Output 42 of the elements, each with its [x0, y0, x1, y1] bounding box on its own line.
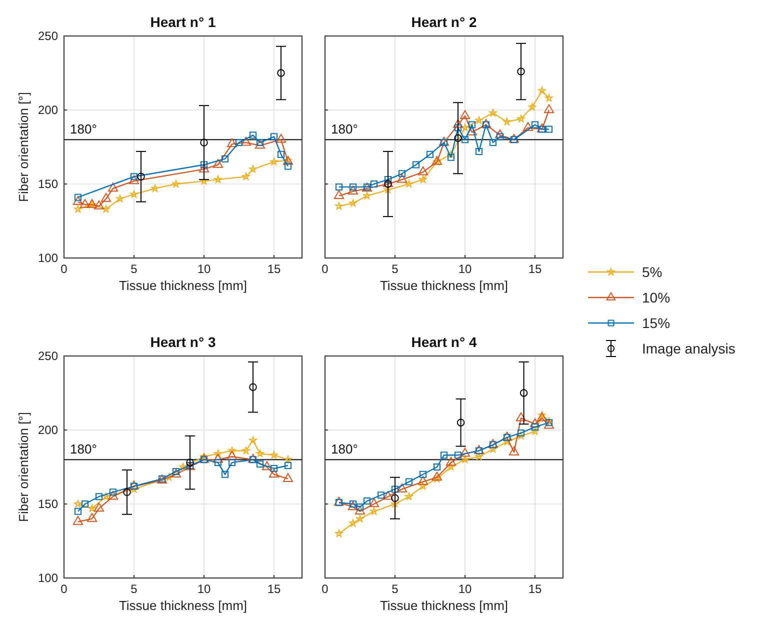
x-axis-title: Tissue thickness [mm]	[380, 598, 508, 613]
y-tick-label: 100	[38, 571, 58, 585]
legend-label: Image analysis	[642, 340, 736, 356]
y-tick-label: 150	[38, 177, 58, 191]
x-tick-label: 10	[458, 582, 472, 596]
y-tick-label: 250	[38, 349, 58, 363]
x-tick-label: 10	[197, 582, 211, 596]
chart-title: Heart n° 3	[150, 334, 216, 350]
y-tick-label: 150	[38, 497, 58, 511]
y-tick-label: 250	[38, 29, 58, 43]
chart-title: Heart n° 4	[411, 334, 477, 350]
x-tick-label: 15	[267, 582, 281, 596]
x-tick-label: 0	[60, 262, 68, 276]
x-tick-label: 10	[197, 262, 211, 276]
x-tick-label: 15	[267, 262, 281, 276]
x-axis-title: Tissue thickness [mm]	[118, 278, 248, 293]
ref-line-label: 180°	[70, 122, 97, 137]
x-axis-title: Tissue thickness [mm]	[380, 278, 508, 293]
x-tick-label: 15	[528, 262, 542, 276]
x-tick-label: 0	[322, 582, 329, 596]
y-tick-label: 200	[38, 423, 58, 437]
x-tick-label: 10	[458, 262, 472, 276]
x-tick-label: 0	[60, 582, 68, 596]
chart-title: Heart n° 1	[150, 14, 216, 30]
x-axis-title: Tissue thickness [mm]	[118, 598, 248, 613]
y-axis-title: Fiber orientation [°]	[16, 92, 31, 202]
chart-title: Heart n° 2	[411, 14, 477, 30]
y-tick-label: 100	[38, 251, 58, 265]
legend-label: 15%	[642, 315, 670, 331]
x-tick-label: 15	[528, 582, 542, 596]
x-tick-label: 5	[130, 582, 138, 596]
legend-label: 5%	[642, 264, 662, 280]
y-axis-title: Fiber orientation [°]	[16, 412, 31, 522]
ref-line-label: 180°	[70, 442, 97, 457]
ref-line-label: 180°	[331, 442, 358, 457]
y-tick-label: 200	[38, 103, 58, 117]
x-tick-label: 5	[392, 582, 399, 596]
legend-label: 10%	[642, 290, 670, 306]
x-tick-label: 0	[322, 262, 329, 276]
x-tick-label: 5	[392, 262, 399, 276]
ref-line-label: 180°	[331, 122, 358, 137]
x-tick-label: 5	[130, 262, 138, 276]
